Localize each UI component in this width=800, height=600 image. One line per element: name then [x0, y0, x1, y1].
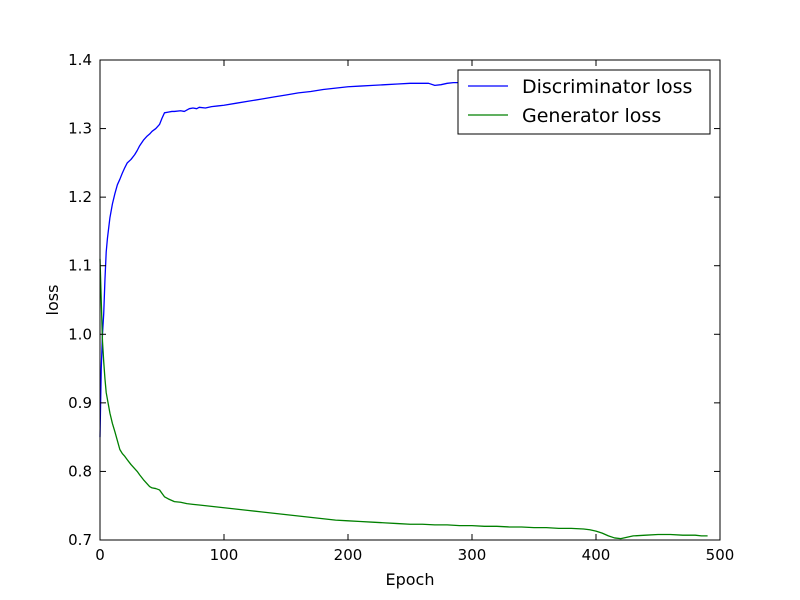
- tick-layer: 0 100 200 300 400 500 0.7 0.8 0.9 1.0 1.1 1.2 1.3 1.4: [68, 51, 734, 564]
- legend-frame: [457, 69, 711, 135]
- x-tick-label: 300: [458, 546, 487, 564]
- plot-frame: [99, 59, 721, 541]
- y-tick-label: 1.0: [68, 325, 92, 343]
- y-tick-label: 1.2: [68, 188, 92, 206]
- legend-label-generator: Generator loss: [522, 105, 661, 127]
- y-tick-label: 0.9: [68, 394, 92, 412]
- y-tick-label: 1.4: [68, 51, 92, 69]
- x-tick-label: 0: [95, 546, 105, 564]
- y-axis-label: loss: [43, 285, 62, 316]
- y-tick-label: 1.3: [68, 120, 92, 138]
- x-axis-label: Epoch: [386, 570, 435, 589]
- legend: Discriminator loss Generator loss: [457, 69, 711, 135]
- x-tick-label: 500: [706, 546, 735, 564]
- y-tick-label: 0.8: [68, 462, 92, 480]
- legend-label-discriminator: Discriminator loss: [522, 76, 692, 98]
- x-tick-label: 100: [210, 546, 239, 564]
- plot-area: [100, 60, 720, 540]
- y-tick-label: 0.7: [68, 531, 92, 549]
- series-layer: [99, 81, 708, 540]
- x-tick-label: 200: [334, 546, 363, 564]
- series-line-discriminator-loss: [99, 81, 460, 438]
- x-tick-label: 400: [582, 546, 611, 564]
- y-tick-label: 1.1: [68, 257, 92, 275]
- series-line-generator-loss: [99, 258, 708, 540]
